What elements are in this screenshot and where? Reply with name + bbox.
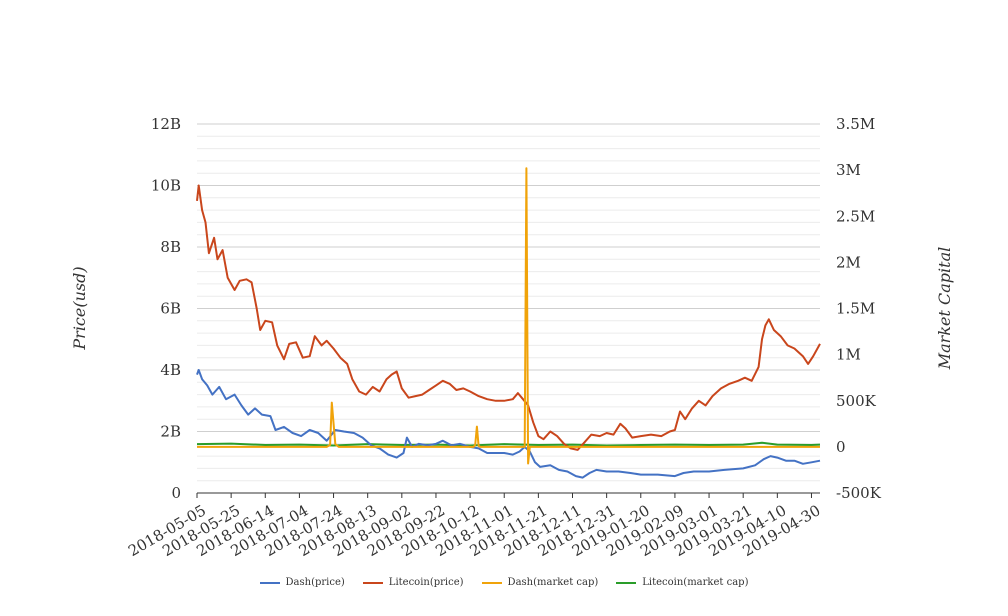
right-tick-label: 2.5M <box>836 207 875 225</box>
x-axis-ticks: 2018-05-052018-05-252018-06-142018-07-04… <box>125 493 823 560</box>
legend-swatch <box>362 581 383 584</box>
left-tick-label: 10B <box>151 177 181 195</box>
right-tick-label: 0 <box>836 438 846 456</box>
legend-label: Litecoin(price) <box>388 577 464 588</box>
left-tick-label: 4B <box>160 361 181 379</box>
series-line-dash-market-cap <box>197 167 820 465</box>
series-line-litecoin-market-cap <box>196 441 821 447</box>
legend-label: Litecoin(market cap) <box>642 577 749 588</box>
left-tick-label: 8B <box>160 238 181 256</box>
legend: Dash(price) Litecoin(price) Dash(market ca… <box>0 577 1008 588</box>
right-tick-label: 1.5M <box>836 300 875 318</box>
left-tick-label: 2B <box>160 423 181 441</box>
legend-item[interactable]: Dash(market cap) <box>481 577 599 588</box>
legend-swatch <box>259 581 280 584</box>
right-axis-ticks: -500K 0 500K 1M 1.5M 2M 2.5M 3M 3.5M <box>836 115 882 502</box>
legend-label: Dash(price) <box>285 577 345 588</box>
right-tick-label: 2M <box>836 253 861 271</box>
left-axis-ticks: 0 2B 4B 6B 8B 10B 12B <box>151 115 181 502</box>
legend-swatch <box>616 581 637 584</box>
left-tick-label: 6B <box>160 300 181 318</box>
right-tick-label: 3M <box>836 161 861 179</box>
right-axis-title: Market Capital <box>935 247 954 370</box>
legend-item[interactable]: Dash(price) <box>259 577 345 588</box>
legend-label: Dash(market cap) <box>507 577 599 588</box>
gridlines <box>197 123 820 494</box>
series-line-litecoin-price <box>196 184 821 451</box>
right-tick-label: 1M <box>836 346 861 364</box>
legend-swatch <box>481 581 502 584</box>
left-tick-label: 0 <box>171 484 181 502</box>
left-axis-title: Price(usd) <box>70 266 89 350</box>
right-tick-label: 3.5M <box>836 115 875 133</box>
right-tick-label: 500K <box>836 392 877 410</box>
left-tick-label: 12B <box>151 115 181 133</box>
right-tick-label: -500K <box>836 484 882 502</box>
legend-item[interactable]: Litecoin(price) <box>362 577 464 588</box>
legend-item[interactable]: Litecoin(market cap) <box>616 577 748 588</box>
series-lines <box>196 167 821 479</box>
